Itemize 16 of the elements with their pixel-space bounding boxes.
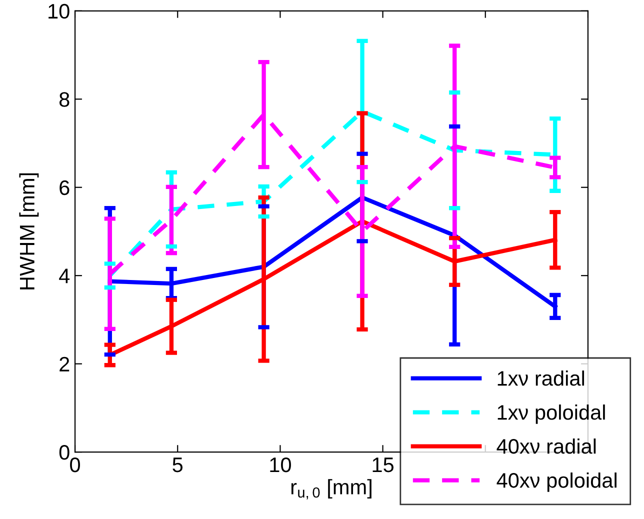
x-tick-label: 5 [172,458,183,472]
x-axis-title: r$_{u,0}$ [mm] [291,479,372,500]
y-tick-label: 4 [59,268,70,284]
y-tick-label: 0 [59,445,70,460]
y-tick-label: 2 [60,356,70,372]
x-tick-label: 15 [372,458,394,472]
x-tick-label: 0 [70,457,80,472]
legend-label: 1xν radial [498,370,584,386]
legend-label: 1xν poloidal [498,404,605,424]
legend-label: 40xν radial [496,438,596,454]
y-tick-label: 6 [60,180,70,196]
y-tick-label: 10 [48,4,70,19]
legend-label: 40xν poloidal [496,472,616,492]
x-tick-label: 10 [270,457,291,472]
y-tick-label: 8 [59,92,70,107]
y-axis-title: HWHM [mm] [19,173,39,290]
